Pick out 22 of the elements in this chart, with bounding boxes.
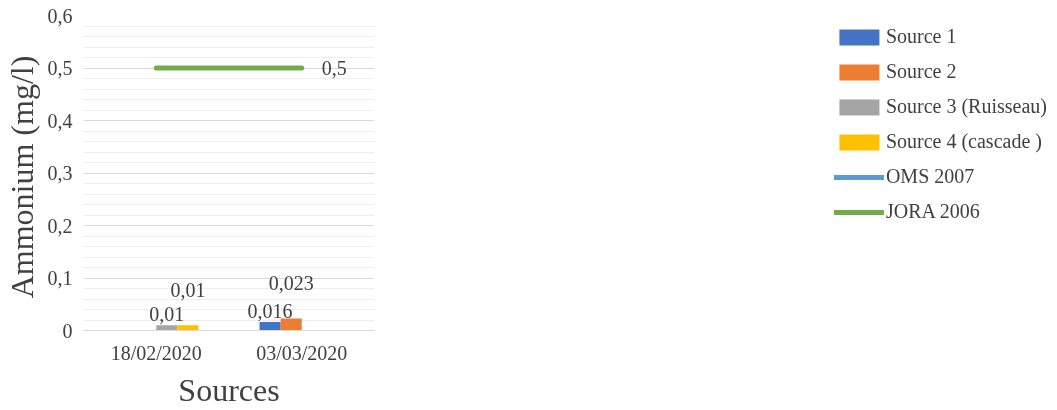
data-label: 0,01 bbox=[149, 303, 185, 326]
legend-label: Source 1 bbox=[885, 25, 957, 48]
y-tick-label: 0,2 bbox=[47, 214, 73, 237]
y-tick-label: 0,1 bbox=[47, 267, 73, 289]
data-label: 0,01 bbox=[170, 279, 206, 302]
legend-label: JORA 2006 bbox=[885, 200, 980, 223]
legend-label: Source 4 (cascade ) bbox=[885, 130, 1042, 153]
x-tick-label: 18/02/2020 bbox=[110, 341, 202, 364]
y-tick-label: 0,4 bbox=[47, 109, 73, 132]
data-label: 0,023 bbox=[268, 272, 314, 295]
x-tick-label: 03/03/2020 bbox=[256, 341, 348, 364]
y-tick-label: 0 bbox=[62, 319, 73, 342]
legend-label: OMS 2007 bbox=[885, 165, 975, 188]
x-axis-title: Sources bbox=[178, 371, 280, 408]
y-axis-title: Ammonium (mg/l) bbox=[3, 55, 40, 299]
y-tick-label: 0,6 bbox=[47, 4, 73, 27]
legend-label: Source 2 bbox=[885, 60, 957, 83]
data-label: 0,5 bbox=[321, 57, 347, 79]
y-tick-label: 0,5 bbox=[47, 57, 73, 79]
data-label: 0,016 bbox=[247, 300, 293, 323]
y-tick-label: 0,3 bbox=[47, 162, 73, 184]
legend-label: Source 3 (Ruisseau) bbox=[885, 95, 1047, 118]
